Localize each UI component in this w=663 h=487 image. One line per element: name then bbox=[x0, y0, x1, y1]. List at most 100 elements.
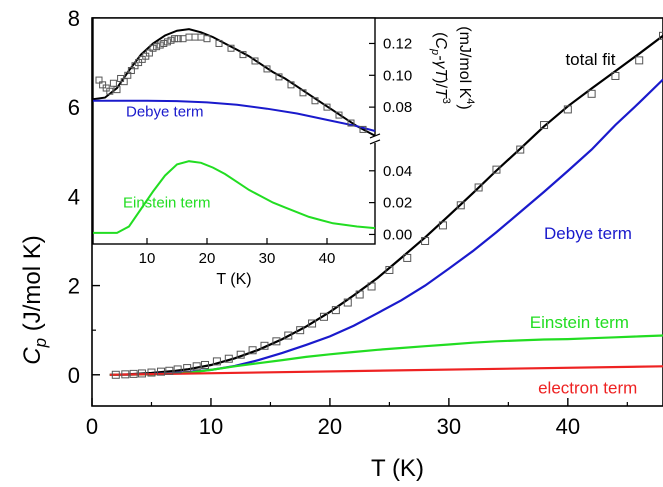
main-y-tick-label-8: 8 bbox=[68, 6, 80, 31]
main-data-point bbox=[121, 370, 130, 379]
main-data-point bbox=[284, 331, 293, 340]
main-data-point bbox=[331, 306, 340, 315]
inset-data-point bbox=[145, 49, 153, 57]
main-x-tick-label-40: 40 bbox=[556, 414, 580, 439]
main-data-point bbox=[516, 145, 525, 154]
main-y-axis-label-sub: p bbox=[31, 338, 50, 348]
main-data-point bbox=[236, 350, 245, 359]
main-plot-frame bbox=[91, 17, 663, 407]
main-y-axis-label: Cp (J/mol K) bbox=[19, 235, 50, 364]
main-data-point bbox=[438, 221, 447, 230]
main-data-point bbox=[587, 89, 596, 98]
inset-y-tick-label-3: 0.08 bbox=[383, 99, 412, 116]
main-x-tick-label-30: 30 bbox=[437, 414, 461, 439]
inset-y-tick-label-2: 0.04 bbox=[383, 163, 412, 180]
main-annotation-total-fit: total fit bbox=[565, 50, 615, 69]
main-data-point bbox=[111, 370, 120, 379]
main-data-point bbox=[201, 360, 210, 369]
inset-data-point bbox=[156, 41, 164, 49]
main-data-point bbox=[540, 121, 549, 130]
main-data-point bbox=[147, 368, 156, 377]
inset-y-label-part: -γT bbox=[432, 55, 449, 79]
inset-data-point bbox=[323, 103, 331, 111]
main-y-tick-label-4: 4 bbox=[68, 184, 80, 209]
main-annotation-debye-term: Debye term bbox=[544, 224, 632, 243]
inset-x-tick-label-20: 20 bbox=[199, 250, 216, 267]
inset-y-axis-unit: (mJ/mol K4) bbox=[456, 26, 476, 109]
main-data-point bbox=[492, 165, 501, 174]
inset-y-label-part: )/ bbox=[432, 78, 449, 88]
inset-y-label-part: T bbox=[432, 88, 449, 99]
inset-data-point bbox=[335, 111, 343, 119]
main-data-point bbox=[319, 312, 328, 321]
inset-data-point bbox=[251, 57, 259, 65]
main-data-point bbox=[296, 326, 305, 335]
inset-data-point bbox=[167, 36, 175, 44]
inset-y-tick-label-5: 0.12 bbox=[383, 35, 412, 52]
main-data-point bbox=[192, 362, 201, 371]
inset-x-tick-label-10: 10 bbox=[139, 250, 156, 267]
inset-y-tick-label-1: 0.02 bbox=[383, 195, 412, 212]
inset-data-point bbox=[311, 97, 319, 105]
inset-y-unit-part: ) bbox=[456, 104, 473, 109]
inset-axis-break-gap bbox=[372, 134, 378, 143]
main-x-tick-label-20: 20 bbox=[318, 414, 342, 439]
main-data-point bbox=[156, 367, 165, 376]
inset-data-point bbox=[109, 79, 117, 87]
inset-data-point bbox=[215, 39, 223, 47]
inset-data-point bbox=[160, 39, 168, 47]
inset-x-tick-label-30: 30 bbox=[259, 250, 276, 267]
main-data-point bbox=[343, 298, 352, 307]
inset-y-label-part: p bbox=[429, 48, 441, 55]
main-chart: 0 10 20 30 40 0 2 4 6 8 T (K) Cp (J/mol K) total fit… bbox=[19, 6, 663, 482]
inset-data-point bbox=[95, 76, 103, 84]
main-data-point bbox=[212, 357, 221, 366]
main-data-point bbox=[308, 319, 317, 328]
main-data-point bbox=[403, 253, 412, 262]
inset-data-point bbox=[120, 78, 128, 86]
inset-data-point bbox=[113, 86, 121, 94]
inset-annotation-debye-term: Debye term bbox=[126, 104, 204, 121]
inset-data-point bbox=[106, 87, 114, 95]
main-x-tick-label-10: 10 bbox=[199, 414, 223, 439]
main-line-einstein-term bbox=[109, 334, 663, 376]
inset-y-axis-label: (Cp-γT)/T3 bbox=[429, 32, 452, 104]
main-data-point bbox=[635, 56, 644, 65]
main-line-electron-term bbox=[109, 365, 663, 376]
main-y-axis-label-c: C bbox=[19, 347, 46, 365]
main-x-axis-label: T (K) bbox=[371, 455, 424, 482]
inset-x-tick-label-40: 40 bbox=[319, 250, 336, 267]
main-data-point bbox=[611, 71, 620, 80]
inset-y-label-part: C bbox=[432, 37, 449, 49]
inset-y-label-part: ( bbox=[432, 32, 449, 38]
main-data-point bbox=[421, 236, 430, 245]
main-data-point bbox=[474, 183, 483, 192]
inset-data-point bbox=[263, 65, 271, 73]
inset-y-unit-part: (mJ/mol K bbox=[456, 26, 473, 98]
inset-y-tick-label-4: 0.10 bbox=[383, 67, 412, 84]
inset-chart: 10 20 30 40 T (K) 0.00 0.02 0.04 0.08 0.10 0.12 (Cp… bbox=[92, 17, 476, 288]
main-data-point bbox=[173, 365, 182, 374]
main-annotation-electron-term: electron term bbox=[538, 379, 637, 398]
inset-y-unit-part: 4 bbox=[464, 98, 476, 104]
main-x-tick-label-0: 0 bbox=[86, 414, 98, 439]
inset-data-point bbox=[163, 38, 171, 46]
inset-data-point bbox=[275, 73, 283, 81]
main-data-point bbox=[165, 366, 174, 375]
main-data-point bbox=[183, 364, 192, 373]
main-data-point bbox=[456, 201, 465, 210]
main-data-point bbox=[563, 105, 572, 114]
inset-data-point bbox=[203, 35, 211, 43]
inset-data-point bbox=[239, 51, 247, 59]
main-data-point bbox=[260, 341, 269, 350]
inset-data-point bbox=[149, 44, 157, 52]
main-data-point bbox=[367, 282, 376, 291]
main-data-point bbox=[385, 265, 394, 274]
inset-data-point bbox=[127, 67, 135, 75]
main-data-point bbox=[129, 369, 138, 378]
main-y-tick-label-2: 2 bbox=[68, 274, 80, 299]
main-data-point bbox=[355, 290, 364, 299]
inset-line-debye-term bbox=[93, 99, 376, 132]
main-data-point bbox=[224, 354, 233, 363]
inset-x-axis-label: T (K) bbox=[216, 271, 251, 288]
